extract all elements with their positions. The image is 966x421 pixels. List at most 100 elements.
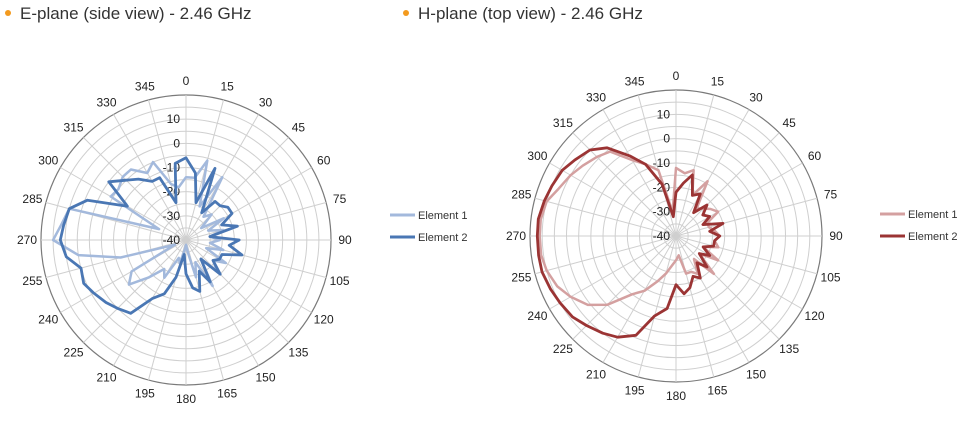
- grid-spoke: [534, 235, 677, 275]
- grid-spoke: [675, 235, 818, 275]
- radial-tick-label: -10: [653, 156, 671, 170]
- angle-tick-label: 105: [821, 270, 841, 284]
- angle-tick-label: 60: [317, 154, 331, 168]
- grid-spoke: [602, 235, 677, 363]
- radial-tick-label: -30: [163, 209, 181, 223]
- grid-spoke: [185, 239, 289, 343]
- grid-spoke: [549, 235, 677, 310]
- angle-tick-label: 150: [746, 368, 766, 382]
- angle-tick-label: 165: [217, 387, 237, 401]
- grid-spoke: [549, 162, 677, 237]
- grid-spoke: [185, 167, 312, 241]
- series-line-2: [58, 156, 244, 315]
- angle-tick-label: 300: [527, 149, 547, 163]
- h-plane-polar-chart: 0 15 30 45 60 75 90 105 120 135 150 165 180 195 210 225…: [506, 69, 958, 403]
- legend-label: Element 2: [908, 231, 958, 243]
- legend-label: Element 1: [418, 210, 468, 222]
- grid-spoke: [637, 94, 677, 237]
- angle-tick-label: 270: [506, 229, 526, 243]
- grid-spoke: [675, 235, 803, 310]
- grid-spoke: [113, 239, 187, 366]
- angle-tick-label: 225: [553, 342, 573, 356]
- series-line-1: [51, 159, 228, 288]
- grid-spoke: [185, 137, 289, 241]
- chart-title-h-plane: H-plane (top view) - 2.46 GHz: [403, 4, 643, 24]
- radial-tick-label: 10: [167, 112, 181, 126]
- angle-tick-label: 135: [779, 342, 799, 356]
- angle-tick-label: 240: [38, 313, 58, 327]
- angle-tick-label: 345: [135, 79, 155, 93]
- grid-spoke: [185, 239, 327, 279]
- bullet-icon: [403, 9, 409, 16]
- radial-tick-label: -40: [163, 233, 181, 247]
- radial-tick-label: -30: [653, 205, 671, 219]
- grid-spoke: [147, 99, 187, 241]
- grid-spoke: [572, 235, 677, 340]
- grid-spoke: [675, 197, 818, 237]
- grid-spoke: [675, 235, 750, 363]
- angle-tick-label: 45: [292, 121, 306, 135]
- angle-tick-label: 150: [255, 371, 275, 385]
- angle-tick-label: 90: [829, 229, 843, 243]
- angle-tick-label: 135: [288, 345, 308, 359]
- angle-tick-label: 210: [96, 371, 116, 385]
- grid-spoke: [83, 137, 187, 241]
- angle-tick-label: 255: [22, 274, 42, 288]
- grid-spoke: [675, 235, 715, 378]
- grid-spoke: [113, 114, 187, 241]
- grid-spoke: [637, 235, 677, 378]
- grid-spoke: [83, 239, 187, 343]
- angle-tick-label: 330: [586, 90, 606, 104]
- angle-tick-label: 180: [176, 392, 196, 406]
- angle-tick-label: 255: [511, 270, 531, 284]
- angle-tick-label: 285: [511, 188, 531, 202]
- angle-tick-label: 15: [220, 79, 234, 93]
- angle-tick-label: 345: [625, 74, 645, 88]
- angle-tick-label: 30: [749, 90, 763, 104]
- angle-tick-label: 45: [782, 116, 796, 130]
- chart-title-text: H-plane (top view) - 2.46 GHz: [418, 4, 643, 23]
- grid-spoke: [185, 201, 327, 241]
- angle-tick-label: 285: [22, 192, 42, 206]
- grid-spoke: [675, 109, 750, 237]
- angle-tick-label: 90: [338, 233, 352, 247]
- angle-tick-label: 75: [333, 192, 347, 206]
- angle-tick-label: 270: [17, 233, 37, 247]
- grid-spoke: [185, 239, 312, 313]
- grid-spoke: [675, 162, 803, 237]
- angle-tick-label: 120: [314, 313, 334, 327]
- angle-tick-label: 225: [64, 345, 84, 359]
- radial-tick-label: 10: [657, 107, 671, 121]
- grid-spoke: [675, 94, 715, 237]
- radial-tick-label: 0: [663, 132, 670, 146]
- angle-tick-label: 0: [183, 74, 190, 88]
- bullet-icon: [5, 9, 11, 16]
- e-plane-polar-chart: 0 15 30 45 60 75 90 105 120 135 150 165 180 195 210 225…: [17, 74, 468, 406]
- grid-spoke: [185, 239, 259, 366]
- legend-label: Element 1: [908, 209, 958, 221]
- chart-title-e-plane: E-plane (side view) - 2.46 GHz: [5, 4, 251, 24]
- series-line-2: [535, 146, 725, 339]
- angle-tick-label: 195: [135, 387, 155, 401]
- angle-tick-label: 210: [586, 368, 606, 382]
- angle-tick-label: 240: [527, 309, 547, 323]
- chart-title-text: E-plane (side view) - 2.46 GHz: [20, 4, 252, 23]
- grid-spoke: [534, 197, 677, 237]
- angle-tick-label: 60: [808, 149, 822, 163]
- angle-tick-label: 105: [330, 274, 350, 288]
- grid-spoke: [45, 239, 187, 279]
- angle-tick-label: 180: [666, 389, 686, 403]
- angle-tick-label: 195: [625, 384, 645, 398]
- radial-tick-label: -40: [653, 229, 671, 243]
- radial-tick-label: 0: [173, 136, 180, 150]
- grid-spoke: [675, 132, 780, 237]
- angle-tick-label: 315: [553, 116, 573, 130]
- angle-tick-label: 0: [673, 69, 680, 83]
- angle-tick-label: 300: [38, 154, 58, 168]
- angle-tick-label: 165: [707, 384, 727, 398]
- angle-tick-label: 30: [259, 95, 273, 109]
- series-line-1: [538, 150, 722, 307]
- angle-tick-label: 330: [96, 95, 116, 109]
- grid-spoke: [602, 109, 677, 237]
